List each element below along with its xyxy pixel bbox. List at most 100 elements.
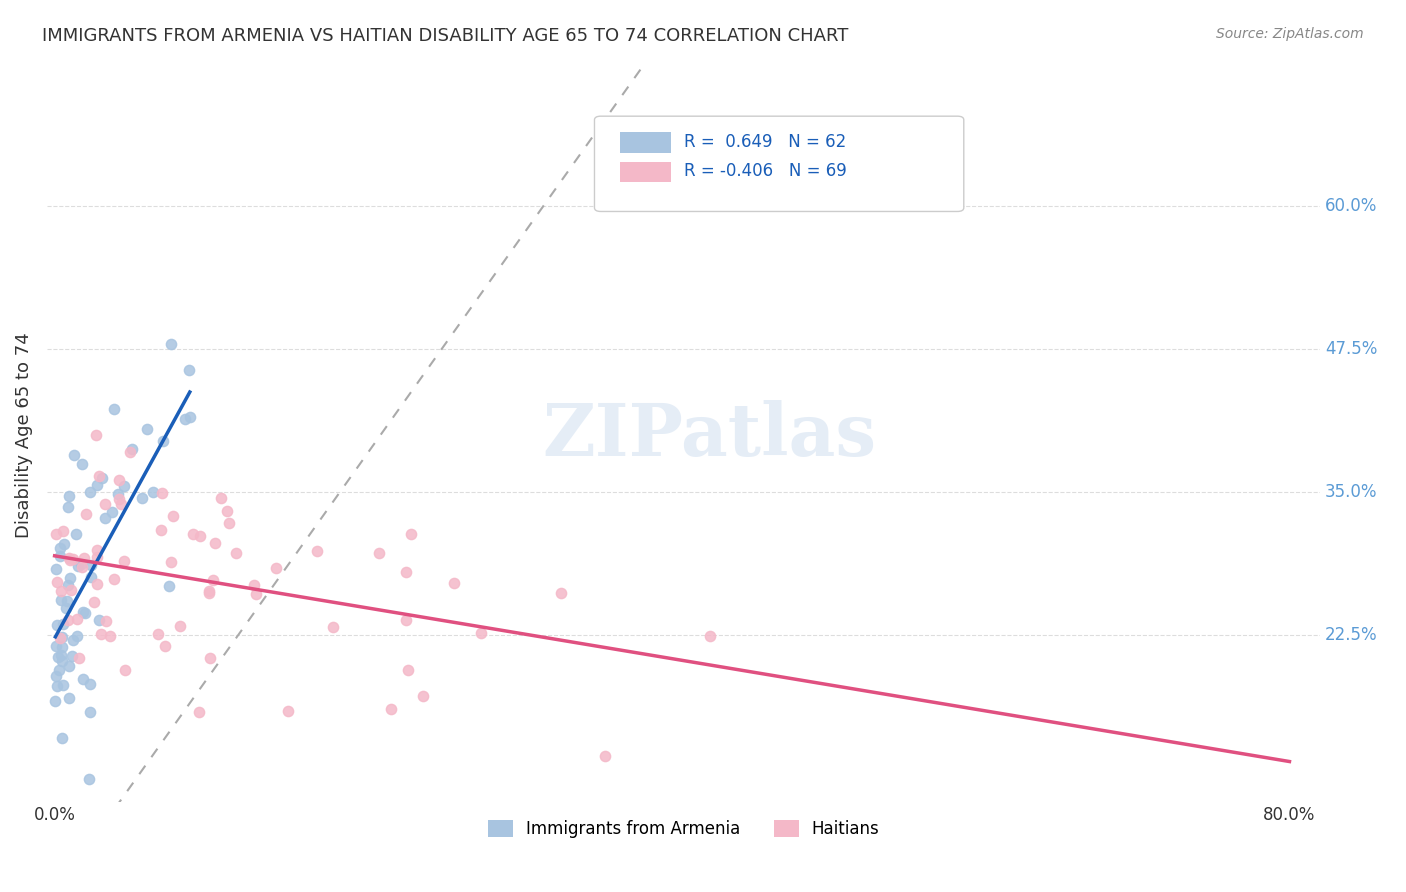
Text: R =  0.649   N = 62: R = 0.649 N = 62 bbox=[683, 133, 846, 151]
Point bbox=[218, 516, 240, 530]
Point bbox=[55, 601, 77, 615]
Point bbox=[58, 489, 80, 503]
Point bbox=[72, 605, 94, 619]
Point bbox=[86, 478, 108, 492]
Point bbox=[225, 546, 247, 560]
Point bbox=[198, 650, 221, 665]
Point bbox=[160, 555, 183, 569]
Point bbox=[72, 672, 94, 686]
Point bbox=[49, 583, 72, 598]
Point bbox=[44, 694, 66, 708]
Point bbox=[58, 551, 80, 566]
Point bbox=[399, 527, 422, 541]
Point bbox=[110, 497, 132, 511]
Point bbox=[79, 677, 101, 691]
Point bbox=[87, 613, 110, 627]
Point bbox=[595, 748, 617, 763]
Point bbox=[209, 491, 232, 505]
Point bbox=[91, 471, 114, 485]
Point bbox=[443, 575, 465, 590]
FancyBboxPatch shape bbox=[620, 161, 671, 182]
Point bbox=[157, 578, 180, 592]
Point bbox=[120, 445, 142, 459]
Point bbox=[45, 679, 67, 693]
Point bbox=[52, 524, 75, 538]
Point bbox=[243, 577, 266, 591]
Text: 22.5%: 22.5% bbox=[1324, 626, 1378, 645]
Point bbox=[395, 566, 418, 580]
Point bbox=[112, 479, 135, 493]
Point bbox=[49, 648, 72, 663]
Point bbox=[470, 625, 492, 640]
Point bbox=[322, 620, 344, 634]
Point bbox=[49, 631, 72, 645]
Point bbox=[179, 409, 201, 424]
Point bbox=[149, 523, 172, 537]
Point bbox=[70, 559, 93, 574]
Point bbox=[159, 337, 181, 351]
Point bbox=[112, 554, 135, 568]
Point bbox=[52, 678, 75, 692]
Point bbox=[94, 511, 117, 525]
Point bbox=[107, 473, 129, 487]
Text: Source: ZipAtlas.com: Source: ZipAtlas.com bbox=[1216, 27, 1364, 41]
Point bbox=[155, 639, 177, 653]
Point bbox=[66, 612, 89, 626]
Point bbox=[114, 664, 136, 678]
Point bbox=[94, 497, 117, 511]
Point bbox=[79, 705, 101, 719]
Text: ZIPatlas: ZIPatlas bbox=[543, 400, 876, 471]
Point bbox=[73, 551, 96, 566]
Legend: Immigrants from Armenia, Haitians: Immigrants from Armenia, Haitians bbox=[481, 813, 886, 845]
Point bbox=[59, 571, 82, 585]
Y-axis label: Disability Age 65 to 74: Disability Age 65 to 74 bbox=[15, 332, 32, 538]
Point bbox=[65, 526, 87, 541]
Point bbox=[121, 442, 143, 456]
Point bbox=[188, 529, 211, 543]
Point bbox=[173, 412, 195, 426]
Point bbox=[202, 574, 225, 588]
Point bbox=[62, 448, 84, 462]
Point bbox=[56, 613, 79, 627]
Point bbox=[699, 629, 721, 643]
Point bbox=[198, 583, 221, 598]
Point bbox=[136, 422, 159, 436]
Point bbox=[48, 549, 70, 563]
Point bbox=[169, 619, 191, 633]
Point bbox=[46, 575, 69, 590]
Point bbox=[51, 731, 73, 745]
Point bbox=[46, 618, 69, 632]
Point bbox=[181, 526, 204, 541]
Point bbox=[103, 573, 125, 587]
Point bbox=[67, 559, 90, 574]
Point bbox=[76, 507, 98, 521]
Text: 60.0%: 60.0% bbox=[1324, 197, 1378, 215]
Point bbox=[77, 772, 100, 786]
Point bbox=[80, 569, 103, 583]
Point bbox=[396, 663, 419, 677]
Point bbox=[152, 434, 174, 448]
Point bbox=[86, 428, 108, 442]
Point bbox=[152, 486, 174, 500]
Point bbox=[45, 562, 67, 576]
Point bbox=[367, 546, 389, 560]
Point bbox=[56, 577, 79, 591]
Point bbox=[380, 702, 402, 716]
Point bbox=[83, 595, 105, 609]
Point bbox=[58, 691, 80, 706]
Point bbox=[67, 651, 90, 665]
Point bbox=[89, 469, 111, 483]
Point bbox=[277, 705, 299, 719]
Point bbox=[46, 650, 69, 665]
Point bbox=[72, 457, 94, 471]
Point bbox=[412, 690, 434, 704]
Text: 47.5%: 47.5% bbox=[1324, 340, 1378, 359]
Point bbox=[45, 669, 67, 683]
Point bbox=[264, 561, 287, 575]
Point bbox=[162, 508, 184, 523]
Point bbox=[179, 363, 201, 377]
Point bbox=[80, 558, 103, 572]
Point bbox=[215, 504, 238, 518]
Point bbox=[70, 557, 93, 571]
Point bbox=[142, 485, 165, 500]
